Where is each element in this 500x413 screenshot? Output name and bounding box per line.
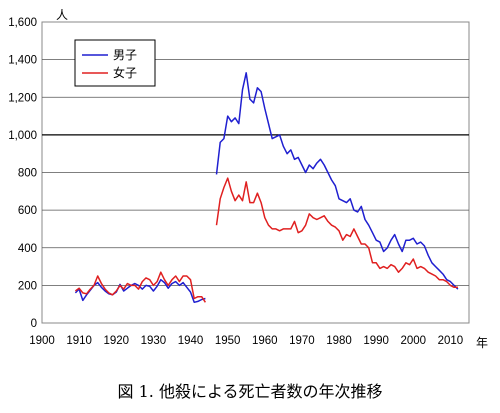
y-tick-label: 600: [18, 205, 37, 217]
x-tick-label: 1930: [141, 335, 167, 347]
series-line-female-segment-2: [215, 177, 458, 289]
x-tick-label: 1900: [29, 335, 55, 347]
series-line-male-segment-2: [215, 72, 459, 290]
x-tick-label: 1960: [252, 335, 278, 347]
y-tick-label: 800: [18, 168, 37, 180]
x-tick-label: 1940: [178, 335, 204, 347]
y-axis-tick-labels: 0 200 400 600 800 1,000 1,200 1,400 1,600: [8, 17, 37, 330]
legend: 男子 女子: [74, 39, 156, 87]
x-tick-label: 1950: [215, 335, 241, 347]
x-tick-label: 2010: [438, 335, 464, 347]
y-tick-label: 1,200: [8, 92, 37, 104]
legend-label-male: 男子: [113, 48, 137, 62]
y-tick-label: 1,000: [8, 130, 37, 142]
y-tick-label: 1,600: [8, 17, 37, 29]
y-axis-unit: 人: [56, 8, 68, 22]
x-tick-label: 1910: [66, 335, 92, 347]
series-line-male-segment-1: [74, 278, 206, 304]
y-tick-label: 400: [18, 243, 37, 255]
legend-label-female: 女子: [113, 65, 137, 80]
series-line-female-segment-1: [74, 271, 207, 303]
y-tick-label: 200: [18, 280, 37, 292]
x-tick-label: 1980: [326, 335, 352, 347]
x-axis-unit: 年: [476, 336, 488, 350]
x-tick-label: 1920: [103, 335, 129, 347]
y-tick-label: 0: [31, 318, 37, 330]
x-tick-label: 1970: [289, 335, 315, 347]
figure-caption: 図 1. 他殺による死亡者数の年次推移: [117, 382, 383, 401]
series-lines: [74, 72, 459, 304]
x-tick-label: 1990: [363, 335, 389, 347]
legend-box: [74, 39, 156, 87]
x-tick-label: 2000: [401, 335, 427, 347]
y-tick-label: 1,400: [8, 55, 37, 67]
x-axis-tick-labels: 1900 1910 1920 1930 1940 1950 1960 1970 1980 1990…: [29, 335, 463, 347]
